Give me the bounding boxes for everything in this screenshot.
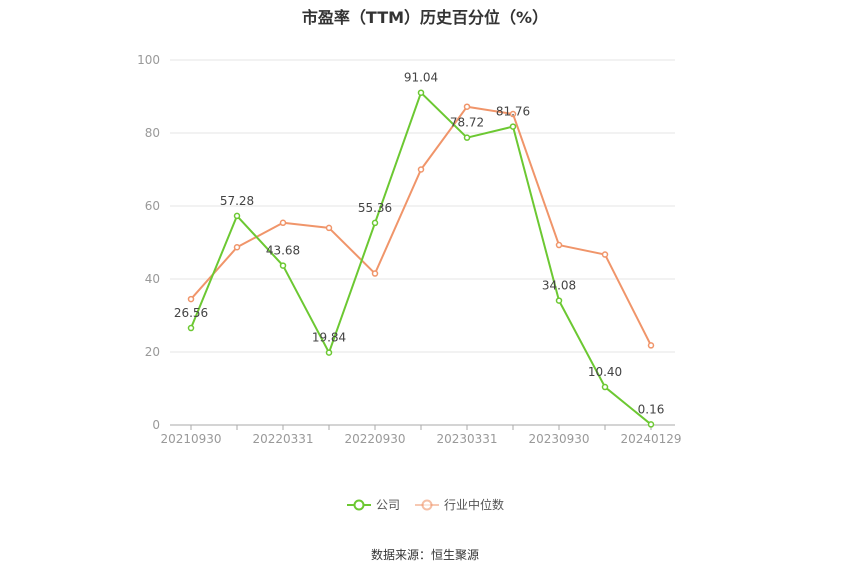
x-tick-label: 20230930 [528, 432, 589, 446]
series [187, 89, 655, 428]
industry-point [555, 241, 563, 249]
y-tick-label: 60 [145, 199, 160, 213]
axes: 0 20 40 60 80 100 20210930 20220331 20220930 2023… [137, 53, 681, 446]
company-series-line [190, 91, 652, 426]
grid-lines [170, 59, 675, 353]
legend-item-industry[interactable]: 行业中位数 [414, 496, 504, 513]
legend-industry-label: 行业中位数 [444, 498, 505, 512]
legend-company-marker [346, 499, 371, 510]
y-tick-label: 20 [145, 345, 160, 359]
chart-title: 市盈率（TTM）历史百分位（%） [301, 8, 549, 27]
y-tick-label: 100 [137, 53, 160, 67]
legend-industry-marker [415, 499, 439, 510]
company-data-label: 78.72 [450, 116, 484, 130]
company-data-label: 26.56 [174, 306, 208, 320]
company-data-label: 55.36 [358, 201, 392, 215]
company-data-label: 34.08 [542, 279, 576, 293]
company-point [279, 262, 287, 269]
company-point [325, 349, 333, 356]
company-data-label: 10.40 [588, 365, 622, 379]
industry-point [279, 219, 287, 227]
industry-point [509, 110, 517, 118]
y-tick-label: 80 [145, 126, 160, 140]
company-point [187, 324, 195, 332]
x-tick-label: 20240129 [620, 432, 681, 446]
company-data-label: 43.68 [266, 244, 300, 258]
industry-point [417, 166, 425, 173]
company-data-label: 0.16 [638, 402, 665, 416]
industry-series-line [190, 105, 652, 346]
industry-point [371, 270, 379, 277]
company-data-label: 91.04 [404, 71, 438, 85]
company-data-label: 81.76 [496, 105, 530, 119]
x-tick-label: 20230331 [436, 432, 497, 446]
company-point [555, 297, 563, 304]
company-point [417, 89, 425, 96]
x-tick-label: 20220930 [344, 432, 405, 446]
company-data-label: 19.84 [312, 331, 346, 345]
data-source: 数据来源：恒生聚源 [370, 548, 479, 562]
legend: 公司 行业中位数 [0, 496, 850, 513]
industry-point [601, 251, 609, 258]
data-labels: 26.56 57.28 43.68 19.84 55.36 91.04 78.72 81.76… [174, 71, 665, 417]
x-tick-label: 20210930 [160, 432, 221, 446]
y-tick-label: 40 [145, 272, 160, 286]
y-tick-label: 0 [152, 418, 160, 432]
industry-point [233, 243, 241, 251]
industry-point [187, 295, 195, 303]
industry-point [647, 342, 655, 349]
company-point [463, 134, 471, 141]
industry-point [463, 103, 471, 110]
industry-point [325, 224, 333, 232]
company-point [509, 123, 517, 130]
x-tick-label: 20220331 [252, 432, 313, 446]
company-point [647, 421, 655, 428]
company-point [233, 212, 241, 220]
company-point [371, 219, 379, 227]
company-point [601, 383, 609, 391]
legend-item-company[interactable]: 公司 [346, 496, 400, 513]
legend-company-label: 公司 [375, 498, 400, 512]
company-data-label: 57.28 [220, 194, 254, 208]
